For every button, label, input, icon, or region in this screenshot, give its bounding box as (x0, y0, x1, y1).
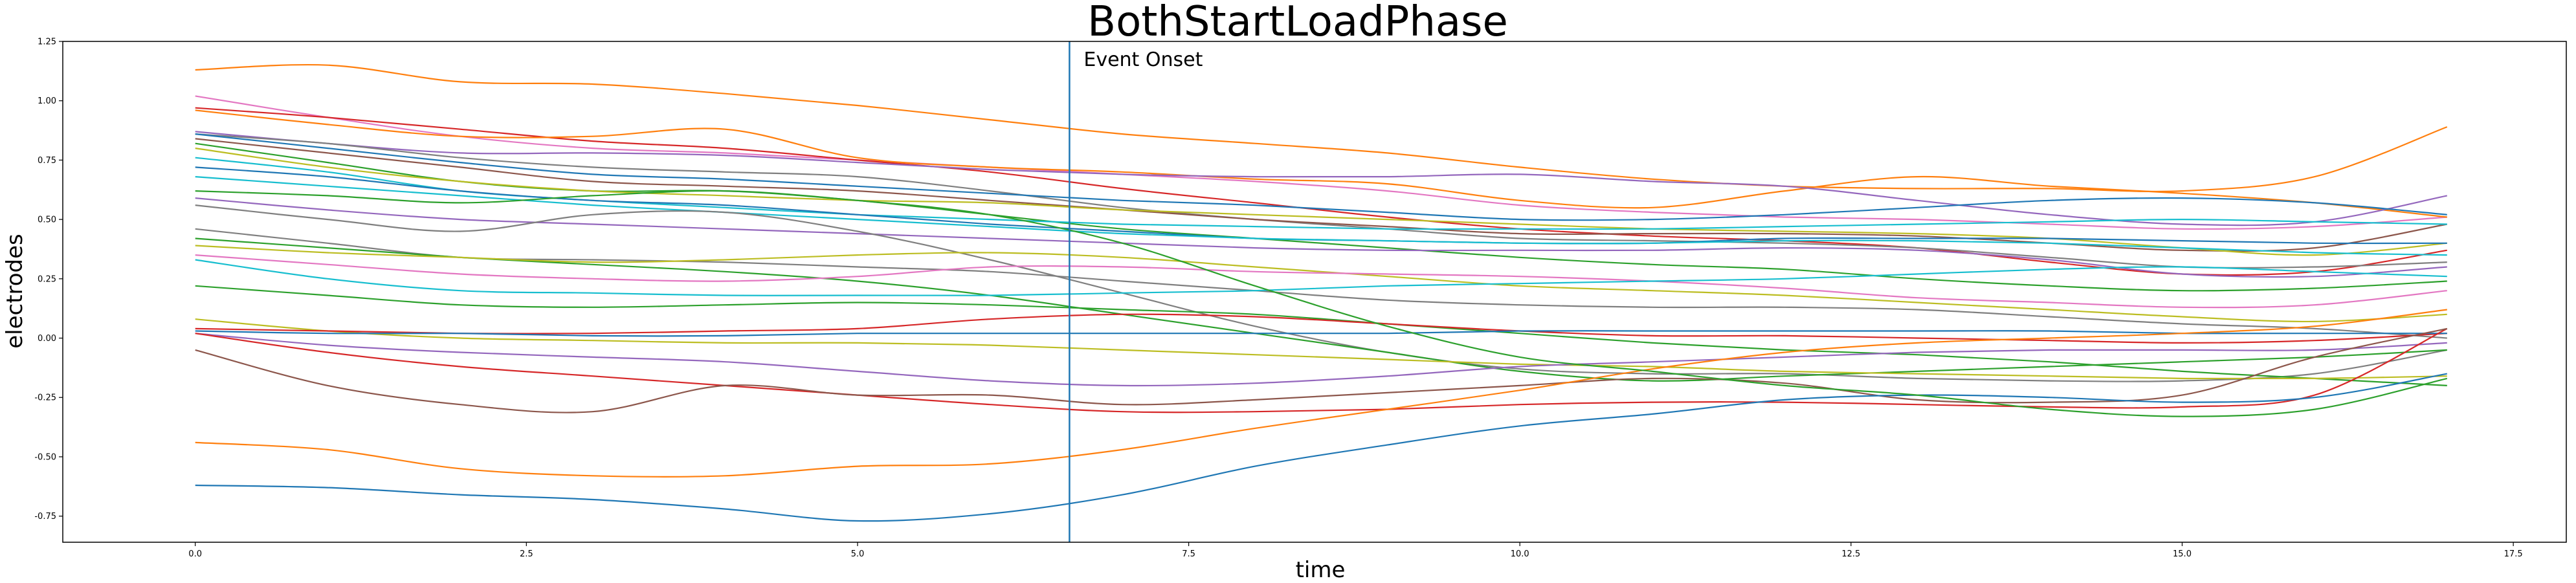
x-tick-label: 2.5 (520, 549, 533, 559)
x-axis-label: time (1296, 557, 1346, 583)
series-line-17 (195, 237, 2447, 382)
series-line-27 (195, 327, 2448, 413)
series-line-25 (195, 333, 2447, 387)
series-line-18 (195, 245, 2447, 323)
series-line-29 (195, 373, 2447, 522)
series-line-3 (195, 107, 2447, 276)
series-line-14 (195, 197, 2447, 278)
x-tick-label: 12.5 (1841, 549, 1860, 559)
y-tick-label: -0.50 (34, 452, 56, 462)
series-line-6 (195, 133, 2447, 269)
y-tick-label: -0.75 (34, 512, 56, 522)
series-line-23 (195, 313, 2447, 344)
x-tick-label: 15.0 (2173, 549, 2192, 559)
series-line-19 (195, 254, 2447, 309)
series-line-12 (195, 166, 2447, 245)
y-tick-label: -0.25 (34, 393, 56, 403)
series-line-4 (195, 109, 2447, 218)
series-layer (195, 63, 2448, 522)
series-line-30 (195, 190, 2448, 417)
y-tick-label: 1.25 (38, 38, 56, 47)
series-line-13 (195, 176, 2447, 256)
series-line-2 (195, 95, 2447, 230)
y-tick-label: 0.25 (38, 274, 56, 284)
y-tick-label: 1.00 (38, 96, 56, 106)
series-line-7 (195, 133, 2447, 221)
x-tick-label: 0.0 (188, 549, 202, 559)
series-line-15 (195, 204, 2447, 382)
series-line-8 (195, 138, 2447, 252)
series-line-21 (195, 285, 2447, 386)
series-line-1 (195, 63, 2448, 193)
series-line-11 (195, 157, 2447, 230)
x-tick-label: 5.0 (851, 549, 865, 559)
x-tick-label: 17.5 (2504, 549, 2523, 559)
series-line-22 (195, 318, 2447, 380)
series-line-28 (195, 309, 2447, 478)
plot-area-frame (62, 41, 2567, 543)
series-line-26 (195, 327, 2448, 413)
series-line-16 (195, 228, 2447, 339)
y-axis-label: electrodes (2, 234, 28, 349)
y-tick-label: 0.50 (38, 215, 56, 225)
series-line-20 (195, 259, 2447, 296)
chart-title: BothStartLoadPhase (1087, 0, 1508, 46)
x-tick-label: 7.5 (1182, 549, 1195, 559)
ticks-layer: 0.0 2.5 5.0 7.5 10.0 12.5 15.0 17.5 -0.75 -0.50 -0… (34, 38, 2522, 560)
series-line-5 (195, 131, 2448, 226)
y-tick-label: 0.75 (38, 156, 56, 166)
y-tick-label: 0.00 (38, 334, 56, 344)
event-onset-label: Event Onset (1083, 49, 1203, 71)
x-tick-label: 10.0 (1511, 549, 1529, 559)
series-line-24 (195, 330, 2447, 337)
